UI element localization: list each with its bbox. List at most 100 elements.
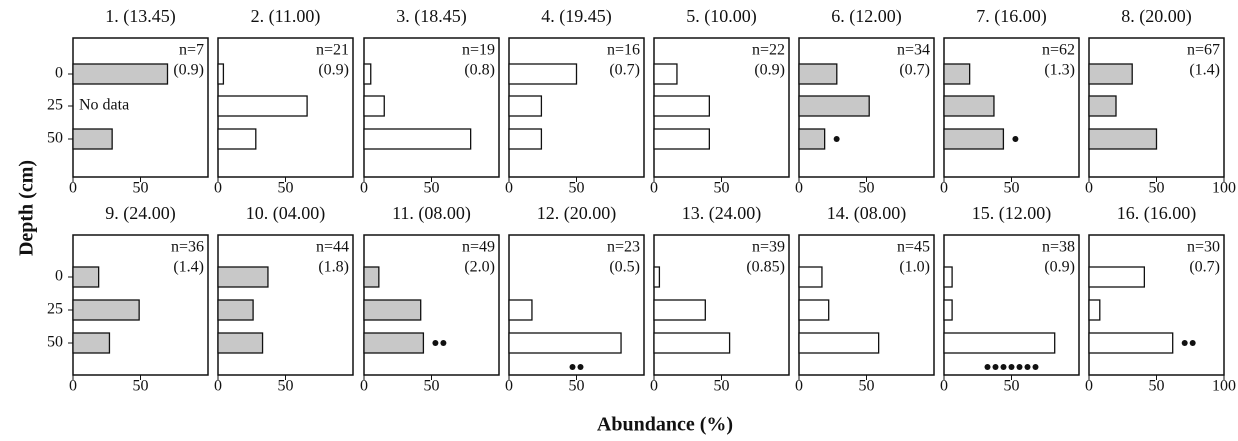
sub-label: (0.7)	[1189, 259, 1220, 276]
n-label: n=38	[1042, 239, 1075, 256]
sub-label: (0.9)	[173, 62, 204, 79]
panel-title: 9. (24.00)	[105, 203, 176, 224]
x-tick-label: 0	[650, 180, 658, 197]
bar	[798, 95, 870, 117]
x-tick-label: 50	[424, 180, 440, 197]
n-label: n=67	[1187, 42, 1220, 59]
dot-marker	[569, 364, 576, 370]
x-tick-label: 0	[360, 180, 368, 197]
y-tick-label: 50	[47, 334, 63, 351]
n-label: n=22	[752, 42, 785, 59]
bar	[1088, 332, 1174, 354]
n-label: n=36	[171, 239, 204, 256]
bar	[943, 128, 1005, 150]
bar	[363, 128, 472, 150]
bar	[653, 332, 731, 354]
bar	[1088, 266, 1145, 288]
bar	[943, 266, 953, 288]
bar	[798, 128, 826, 150]
panel-title: 1. (13.45)	[105, 6, 176, 27]
bar	[1088, 128, 1158, 150]
bar	[508, 332, 622, 354]
bar	[363, 332, 425, 354]
dot-marker	[432, 340, 439, 346]
bar	[653, 95, 710, 117]
x-tick-label: 50	[1004, 378, 1020, 395]
panel-title: 3. (18.45)	[396, 6, 467, 27]
sub-label: (0.8)	[464, 62, 495, 79]
x-tick-label: 50	[569, 378, 585, 395]
x-tick-label: 0	[940, 378, 948, 395]
panel-title: 4. (19.45)	[541, 6, 612, 27]
bar	[508, 299, 533, 321]
x-tick-label: 0	[940, 180, 948, 197]
sub-label: (0.7)	[609, 62, 640, 79]
x-tick-label: 50	[424, 378, 440, 395]
dot-marker	[833, 136, 840, 142]
bar	[217, 299, 254, 321]
x-tick-label: 0	[214, 180, 222, 197]
bar	[798, 299, 830, 321]
sub-label: (1.3)	[1044, 62, 1075, 79]
bar	[72, 299, 140, 321]
bar	[217, 266, 269, 288]
n-label: n=7	[179, 42, 204, 59]
sub-label: (1.4)	[173, 259, 204, 276]
dot-marker	[577, 364, 584, 370]
dot-marker	[1032, 364, 1039, 370]
bar	[798, 332, 880, 354]
x-tick-label: 50	[569, 180, 585, 197]
n-label: n=34	[897, 42, 930, 59]
sub-label: (1.4)	[1189, 62, 1220, 79]
bar	[653, 128, 710, 150]
bar	[363, 266, 380, 288]
panel-frame	[1088, 234, 1225, 376]
sub-label: (2.0)	[464, 259, 495, 276]
n-label: n=45	[897, 239, 930, 256]
sub-label: (0.5)	[609, 259, 640, 276]
y-tick-label: 25	[47, 97, 63, 114]
x-tick-label: 0	[505, 180, 513, 197]
bar	[72, 332, 111, 354]
bar	[508, 128, 543, 150]
bar	[653, 299, 706, 321]
y-axis-label: Depth (cm)	[16, 160, 38, 256]
panel-title: 10. (04.00)	[246, 203, 326, 224]
x-tick-label: 50	[859, 378, 875, 395]
panel-title: 7. (16.00)	[976, 6, 1047, 27]
dot-marker	[1000, 364, 1007, 370]
panel-title: 11. (08.00)	[392, 203, 471, 224]
dot-marker	[1016, 364, 1023, 370]
panel-title: 12. (20.00)	[537, 203, 617, 224]
bar	[798, 266, 823, 288]
n-label: n=49	[462, 239, 495, 256]
x-tick-label: 50	[1149, 180, 1165, 197]
bar	[72, 63, 169, 85]
dot-marker	[984, 364, 991, 370]
x-tick-label: 0	[360, 378, 368, 395]
sub-label: (0.85)	[746, 259, 785, 276]
sub-label: (0.7)	[899, 62, 930, 79]
bar	[943, 95, 995, 117]
x-tick-label: 100	[1212, 378, 1236, 395]
x-tick-label: 0	[1085, 180, 1093, 197]
n-label: n=21	[316, 42, 349, 59]
x-tick-label: 50	[133, 378, 149, 395]
x-tick-label: 50	[714, 378, 730, 395]
bar	[217, 63, 225, 85]
bar	[943, 63, 971, 85]
x-tick-label: 50	[278, 378, 294, 395]
x-tick-label: 50	[1004, 180, 1020, 197]
dot-marker	[1189, 340, 1196, 346]
bar	[1088, 63, 1133, 85]
dot-marker	[992, 364, 999, 370]
bar	[217, 95, 308, 117]
bar	[72, 128, 113, 150]
sub-label: (0.9)	[1044, 259, 1075, 276]
panel-title: 2. (11.00)	[251, 6, 321, 27]
y-tick-label: 0	[55, 65, 63, 82]
dot-marker	[1181, 340, 1188, 346]
panel-title: 14. (08.00)	[827, 203, 907, 224]
n-label: n=23	[607, 239, 640, 256]
